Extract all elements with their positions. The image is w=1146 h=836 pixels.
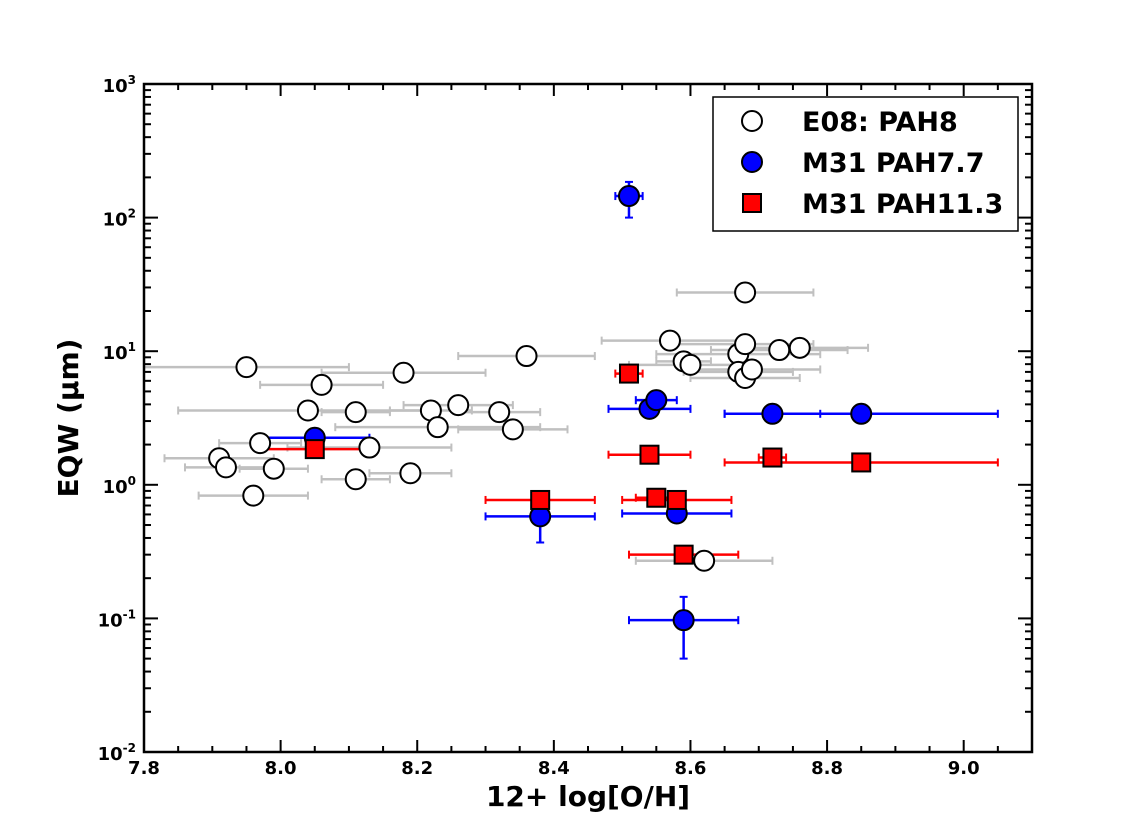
data-point xyxy=(262,457,285,480)
data-point xyxy=(666,489,687,510)
data-point xyxy=(761,402,784,425)
data-point xyxy=(214,456,237,479)
data-point xyxy=(242,484,265,507)
y-tick-label: 100 xyxy=(103,474,136,498)
data-point xyxy=(639,444,660,465)
data-point xyxy=(672,609,695,632)
data-point xyxy=(344,401,367,424)
y-tick-label: 102 xyxy=(103,207,136,231)
y-tick-label: 101 xyxy=(103,340,136,364)
legend-marker xyxy=(741,110,763,132)
data-point xyxy=(488,401,511,424)
x-axis-title: 12+ log[O/H] xyxy=(486,780,690,813)
plot-frame xyxy=(142,82,1034,754)
y-tick-label: 103 xyxy=(103,73,136,97)
x-tick-label: 7.8 xyxy=(128,758,160,779)
data-point xyxy=(249,432,272,455)
data-point xyxy=(645,389,668,412)
data-point xyxy=(501,418,524,441)
data-point xyxy=(762,447,783,468)
data-point xyxy=(617,185,640,208)
legend-box xyxy=(712,96,1019,232)
data-point xyxy=(734,333,757,356)
data-point xyxy=(658,329,681,352)
data-markers xyxy=(208,185,873,632)
data-point xyxy=(673,544,694,565)
data-point xyxy=(646,487,667,508)
data-point xyxy=(296,399,319,422)
y-tick-label: 10-2 xyxy=(98,741,136,765)
data-point xyxy=(530,489,551,510)
legend-label: M31 PAH11.3 xyxy=(802,189,1003,220)
data-point xyxy=(851,452,872,473)
legend-marker xyxy=(741,151,763,173)
x-tick-label: 8.0 xyxy=(265,758,297,779)
data-point xyxy=(740,358,763,381)
data-point xyxy=(358,436,381,459)
legend-label: E08: PAH8 xyxy=(802,107,958,138)
data-point xyxy=(788,336,811,359)
legend-marker xyxy=(742,193,762,213)
x-tick-label: 8.8 xyxy=(811,758,843,779)
data-point xyxy=(235,356,258,379)
data-point xyxy=(850,402,873,425)
y-axis-title: EQW (μm) xyxy=(52,339,85,498)
data-point xyxy=(679,353,702,376)
tick-labels: 7.8 8.0 8.2 8.4 8.6 8.8 9.0 10-2 10-1 100 101 102 10… xyxy=(98,73,980,779)
x-tick-label: 8.6 xyxy=(675,758,707,779)
x-tick-label: 9.0 xyxy=(948,758,980,779)
legend-label: M31 PAH7.7 xyxy=(802,148,984,179)
data-point xyxy=(768,339,791,362)
legend: E08: PAH8 M31 PAH7.7 M31 PAH11.3 xyxy=(712,96,1019,232)
x-tick-label: 8.4 xyxy=(538,758,570,779)
y-tick-label: 10-1 xyxy=(98,607,136,631)
data-point xyxy=(515,345,538,368)
x-tick-label: 8.2 xyxy=(401,758,433,779)
data-point xyxy=(734,281,757,304)
data-point xyxy=(392,361,415,384)
data-point xyxy=(310,373,333,396)
data-point xyxy=(426,416,449,439)
data-point xyxy=(693,549,716,572)
data-point xyxy=(344,468,367,491)
data-point xyxy=(447,394,470,417)
data-point xyxy=(304,439,325,460)
data-point xyxy=(399,462,422,485)
data-point xyxy=(618,363,639,384)
